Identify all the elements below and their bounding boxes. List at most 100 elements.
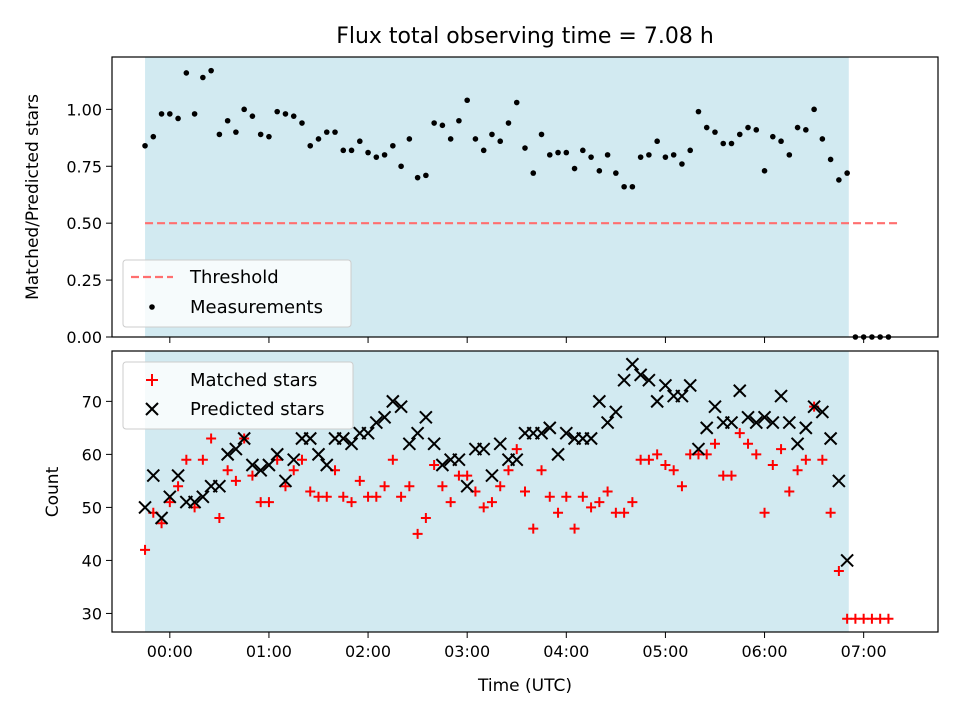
measurement-point <box>224 117 231 124</box>
top-x-axis <box>169 337 865 343</box>
matched-star-point <box>800 454 811 465</box>
predicted-star-point <box>807 399 821 414</box>
matched-star-point <box>767 459 778 470</box>
matched-star-point <box>412 528 423 539</box>
y-tick-label: 50 <box>82 498 102 517</box>
y-tick-label: 0.00 <box>66 328 102 347</box>
matched-star-point <box>288 465 299 476</box>
measurement-point <box>150 133 157 140</box>
predicted-star-point <box>287 452 301 467</box>
predicted-legend-label: Predicted stars <box>190 399 324 420</box>
matched-star-point <box>619 507 630 518</box>
measurement-point <box>629 183 636 190</box>
matched-star-point <box>387 454 398 465</box>
measurement-point <box>753 127 760 133</box>
predicted-star-point <box>146 468 161 483</box>
matched-star-point <box>181 454 192 465</box>
top-y-axis-label: Matched/Predicted stars <box>23 94 43 300</box>
predicted-star-point <box>476 442 491 456</box>
predicted-star-point <box>741 410 755 424</box>
matched-star-point <box>173 481 184 492</box>
measurement-point <box>794 124 801 131</box>
measurement-point <box>712 129 718 135</box>
predicted-star-point <box>485 468 499 483</box>
predicted-star-point <box>187 495 202 509</box>
matched-star-point <box>445 497 456 508</box>
measurement-point <box>646 152 652 158</box>
measurement-point <box>530 170 537 176</box>
predicted-star-point <box>377 410 392 424</box>
matched-star-point <box>643 454 654 465</box>
top-panel-frame <box>111 56 939 338</box>
measurement-point <box>414 174 421 181</box>
predicted-star-point <box>262 458 276 472</box>
measurement-point <box>290 113 297 119</box>
measurement-point <box>836 177 842 183</box>
predicted-star-point <box>303 431 317 446</box>
matched-star-point <box>164 497 175 508</box>
matched-star-point <box>396 491 407 502</box>
measurement-point <box>472 136 479 142</box>
predicted-star-point <box>361 426 375 440</box>
predicted-star-point <box>493 437 507 451</box>
measurement-point <box>480 147 487 154</box>
matched-star-point <box>503 465 514 476</box>
predicted-star-point <box>171 468 185 483</box>
measurement-point <box>381 152 388 158</box>
measurement-point <box>216 131 223 138</box>
matched-star-point <box>602 486 613 497</box>
y-tick-label: 40 <box>82 551 102 570</box>
matched-legend-label: Matched stars <box>190 370 317 391</box>
measurement-point <box>538 131 545 138</box>
matched-legend-swatch <box>146 374 158 386</box>
measurement-point <box>447 136 454 142</box>
measurement-point <box>736 131 743 138</box>
predicted-star-point <box>774 389 788 403</box>
measurement-point <box>257 131 264 138</box>
predicted-star-point <box>543 421 557 435</box>
measurement-point <box>786 152 793 158</box>
predicted-star-point <box>790 437 805 451</box>
measurement-point <box>637 154 644 160</box>
predicted-star-point <box>336 431 350 446</box>
matched-star-point <box>817 454 828 465</box>
measurement-point <box>315 136 322 142</box>
predicted-star-point <box>410 426 425 440</box>
bottom-y-axis-label: Count <box>43 466 63 517</box>
measurement-point <box>522 145 528 151</box>
top-legend-frame <box>122 259 352 328</box>
matched-star-point <box>478 502 489 513</box>
x-tick-label: 01:00 <box>246 642 292 661</box>
matched-star-point <box>354 475 365 486</box>
measurement-point <box>604 152 611 158</box>
measurement-point <box>406 136 413 142</box>
predicted-star-point <box>534 426 549 440</box>
predicted-star-point <box>386 394 400 409</box>
matched-star-point <box>520 486 530 497</box>
predicted-star-point <box>220 447 235 462</box>
matched-star-point <box>792 465 803 476</box>
measurement-point <box>365 149 371 156</box>
bottom-panel: 30 40 50 60 70 00:00 01:00 02:00 03:00 04:00 05:0… <box>43 350 939 696</box>
measurement-point <box>497 138 504 145</box>
predicted-star-point <box>402 437 417 451</box>
measurement-point <box>654 138 660 145</box>
predicted-star-point <box>617 373 631 387</box>
predicted-star-point <box>584 431 598 446</box>
predicted-star-point <box>683 378 697 393</box>
measurement-point <box>332 129 338 135</box>
x-tick-label: 04:00 <box>543 642 589 661</box>
bottom-legend: Matched stars Predicted stars <box>122 361 354 430</box>
predicted-star-point <box>658 378 673 393</box>
measurement-point <box>761 168 768 174</box>
predicted-star-point <box>724 415 739 430</box>
predicted-star-point <box>196 490 210 504</box>
measurement-point <box>431 120 437 126</box>
predicted-star-point <box>700 421 714 435</box>
measurements-legend-swatch <box>149 304 155 310</box>
predicted-star-point <box>311 447 326 462</box>
matched-star-point <box>321 491 332 502</box>
matched-star-point <box>280 481 291 492</box>
measurement-point <box>844 170 850 176</box>
y-tick-label: 1.00 <box>66 100 102 119</box>
